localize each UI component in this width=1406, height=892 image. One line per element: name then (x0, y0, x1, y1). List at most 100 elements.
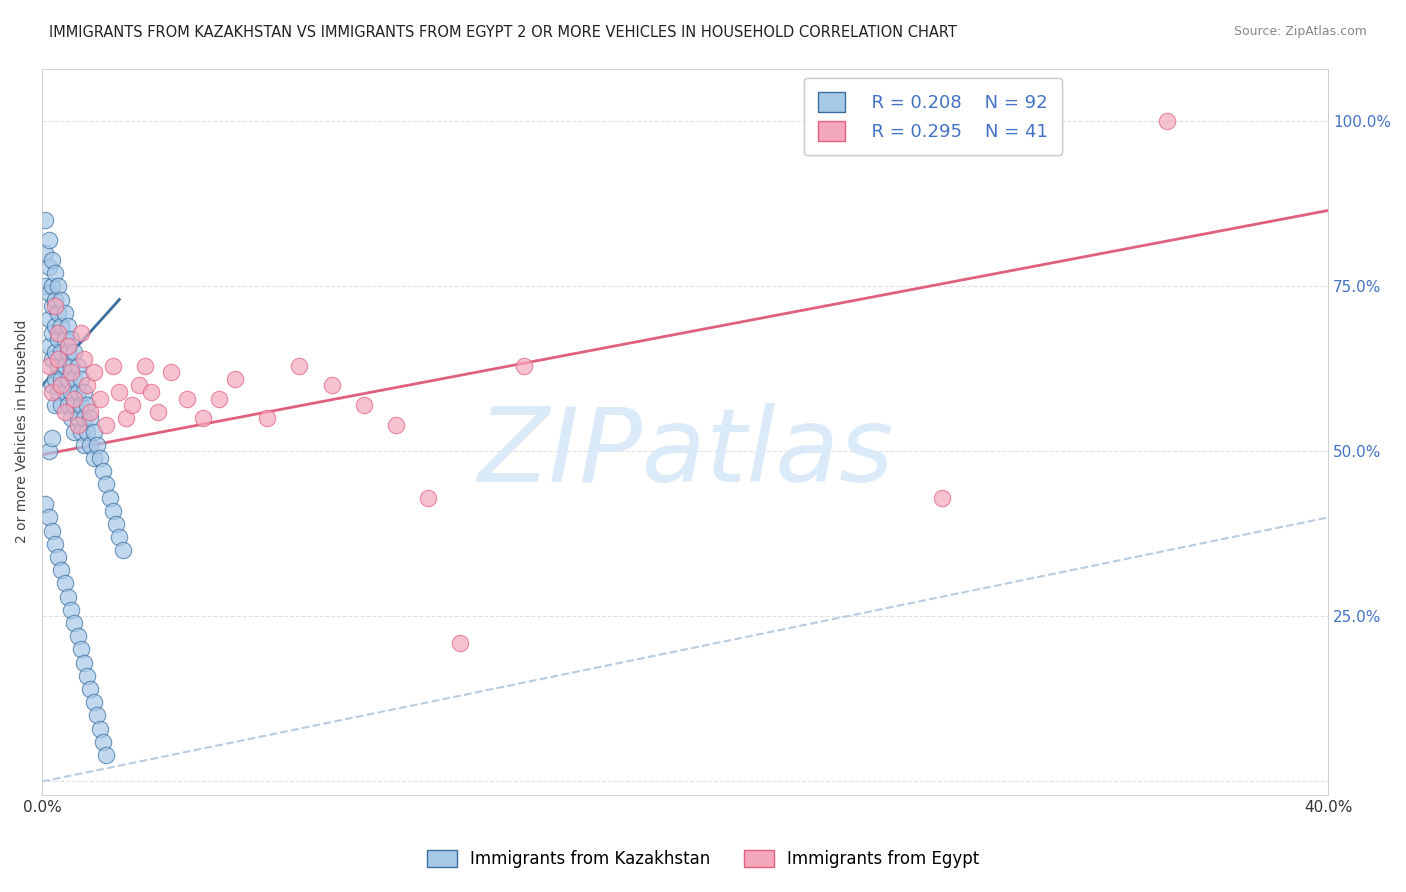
Point (34, 246, 56, 260)
Point (353, 398, 375, 412)
Point (44, 293, 66, 307)
Point (41, 252, 63, 267)
Point (63, 392, 86, 406)
Point (34, 497, 56, 511)
Point (56, 372, 79, 386)
Point (41, 326, 63, 340)
Point (69, 398, 91, 412)
Point (69, 642, 91, 657)
Point (1156, 114, 1178, 128)
Point (76, 378, 98, 392)
Point (41, 378, 63, 392)
Point (73, 438, 96, 452)
Point (79, 405, 101, 419)
Point (53, 405, 76, 419)
Point (51, 563, 73, 577)
Point (63, 398, 86, 412)
Point (79, 438, 101, 452)
Point (46, 326, 69, 340)
Point (38, 312, 60, 326)
Point (159, 365, 181, 379)
Point (111, 543, 134, 558)
Point (53, 359, 76, 373)
Legend: Immigrants from Kazakhstan, Immigrants from Egypt: Immigrants from Kazakhstan, Immigrants f… (420, 843, 986, 875)
Point (176, 392, 198, 406)
Point (41, 299, 63, 313)
Point (38, 233, 60, 247)
Point (51, 378, 73, 392)
Point (60, 332, 83, 346)
Point (44, 372, 66, 386)
Point (101, 359, 124, 373)
Point (41, 351, 63, 366)
Point (79, 411, 101, 425)
Point (44, 299, 66, 313)
Point (66, 629, 89, 643)
Point (34, 279, 56, 293)
Point (56, 398, 79, 412)
Point (41, 524, 63, 538)
Point (141, 384, 163, 399)
Point (86, 708, 108, 723)
Point (89, 722, 111, 736)
Point (63, 615, 86, 630)
Point (66, 359, 89, 373)
Point (96, 748, 118, 763)
Point (60, 359, 83, 373)
Point (34, 213, 56, 227)
Point (73, 351, 96, 366)
Point (51, 372, 73, 386)
Point (449, 636, 471, 650)
Point (60, 384, 83, 399)
Point (53, 306, 76, 320)
Point (46, 306, 69, 320)
Point (89, 392, 111, 406)
Point (105, 516, 128, 531)
Point (38, 444, 60, 458)
Point (51, 398, 73, 412)
Point (60, 411, 83, 425)
Point (134, 359, 156, 373)
Point (38, 359, 60, 373)
Point (41, 431, 63, 445)
Point (79, 682, 101, 697)
Point (44, 318, 66, 333)
Point (69, 425, 91, 439)
Point (108, 530, 131, 544)
Point (321, 378, 343, 392)
Point (73, 411, 96, 425)
Point (56, 339, 79, 353)
Point (96, 477, 118, 491)
Point (66, 384, 89, 399)
Point (91, 464, 114, 478)
Point (51, 345, 73, 359)
Point (114, 411, 136, 425)
Point (191, 411, 214, 425)
Point (83, 425, 105, 439)
Point (83, 450, 105, 465)
Point (46, 549, 69, 564)
Point (146, 405, 169, 419)
Point (76, 669, 98, 683)
Point (44, 266, 66, 280)
Y-axis label: 2 or more Vehicles in Household: 2 or more Vehicles in Household (15, 320, 30, 543)
Point (53, 384, 76, 399)
Point (69, 326, 91, 340)
Text: Source: ZipAtlas.com: Source: ZipAtlas.com (1233, 25, 1367, 38)
Point (46, 351, 69, 366)
Point (63, 372, 86, 386)
Point (38, 510, 60, 524)
Point (51, 293, 73, 307)
Point (56, 318, 79, 333)
Point (416, 491, 439, 505)
Point (44, 537, 66, 551)
Point (69, 372, 91, 386)
Point (224, 372, 246, 386)
Point (46, 279, 69, 293)
Point (66, 417, 89, 432)
Point (60, 603, 83, 617)
Point (513, 359, 536, 373)
Point (38, 260, 60, 274)
Text: ZIPatlas: ZIPatlas (477, 403, 893, 503)
Point (96, 417, 118, 432)
